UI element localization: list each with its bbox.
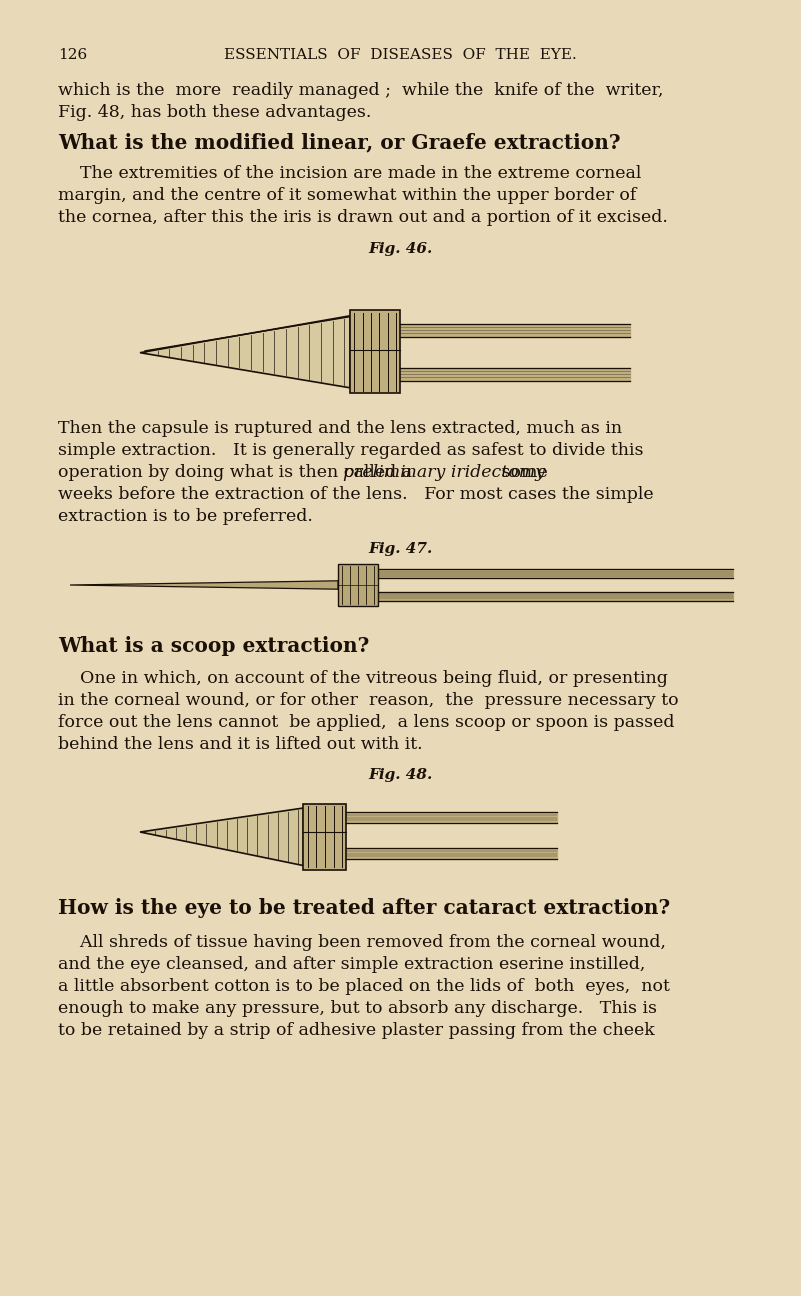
Text: which is the  more  readily managed ;  while the  knife of the  writer,: which is the more readily managed ; whil… [58,82,663,98]
Text: All shreds of tissue having been removed from the corneal wound,: All shreds of tissue having been removed… [58,934,666,951]
Text: weeks before the extraction of the lens.   For most cases the simple: weeks before the extraction of the lens.… [58,486,654,503]
Text: How is the eye to be treated after cataract extraction?: How is the eye to be treated after catar… [58,898,670,918]
Text: ESSENTIALS  OF  DISEASES  OF  THE  EYE.: ESSENTIALS OF DISEASES OF THE EYE. [223,48,577,62]
Text: The extremities of the incision are made in the extreme corneal: The extremities of the incision are made… [58,165,642,181]
Polygon shape [70,581,338,590]
Polygon shape [140,807,304,866]
Text: behind the lens and it is lifted out with it.: behind the lens and it is lifted out wit… [58,736,423,753]
Text: a little absorbent cotton is to be placed on the lids of  both  eyes,  not: a little absorbent cotton is to be place… [58,978,670,995]
Text: Fig. 48.: Fig. 48. [368,769,432,781]
Text: simple extraction.   It is generally regarded as safest to divide this: simple extraction. It is generally regar… [58,442,643,459]
Text: Fig. 48, has both these advantages.: Fig. 48, has both these advantages. [58,104,372,121]
Text: and the eye cleansed, and after simple extraction eserine instilled,: and the eye cleansed, and after simple e… [58,956,646,973]
Text: One in which, on account of the vitreous being fluid, or presenting: One in which, on account of the vitreous… [58,670,668,687]
Bar [304,804,346,870]
Text: Then the capsule is ruptured and the lens extracted, much as in: Then the capsule is ruptured and the len… [58,420,622,437]
Text: in the corneal wound, or for other  reason,  the  pressure necessary to: in the corneal wound, or for other reaso… [58,692,678,709]
Text: operation by doing what is then called a: operation by doing what is then called a [58,464,417,481]
Text: preliminary iridectomy: preliminary iridectomy [343,464,545,481]
Text: the cornea, after this the iris is drawn out and a portion of it excised.: the cornea, after this the iris is drawn… [58,209,668,226]
Text: What is the modified linear, or Graefe extraction?: What is the modified linear, or Graefe e… [58,132,621,152]
Text: margin, and the centre of it somewhat within the upper border of: margin, and the centre of it somewhat wi… [58,187,636,203]
Text: some: some [496,464,548,481]
Text: What is a scoop extraction?: What is a scoop extraction? [58,636,369,656]
Text: extraction is to be preferred.: extraction is to be preferred. [58,508,313,525]
Text: Fig. 46.: Fig. 46. [368,242,432,257]
Polygon shape [140,316,350,388]
Text: 126: 126 [58,48,87,62]
Bar [350,311,400,393]
Text: enough to make any pressure, but to absorb any discharge.   This is: enough to make any pressure, but to abso… [58,1001,657,1017]
Text: force out the lens cannot  be applied,  a lens scoop or spoon is passed: force out the lens cannot be applied, a … [58,714,674,731]
Bar [338,564,378,607]
Text: to be retained by a strip of adhesive plaster passing from the cheek: to be retained by a strip of adhesive pl… [58,1023,654,1039]
Text: Fig. 47.: Fig. 47. [368,542,432,556]
